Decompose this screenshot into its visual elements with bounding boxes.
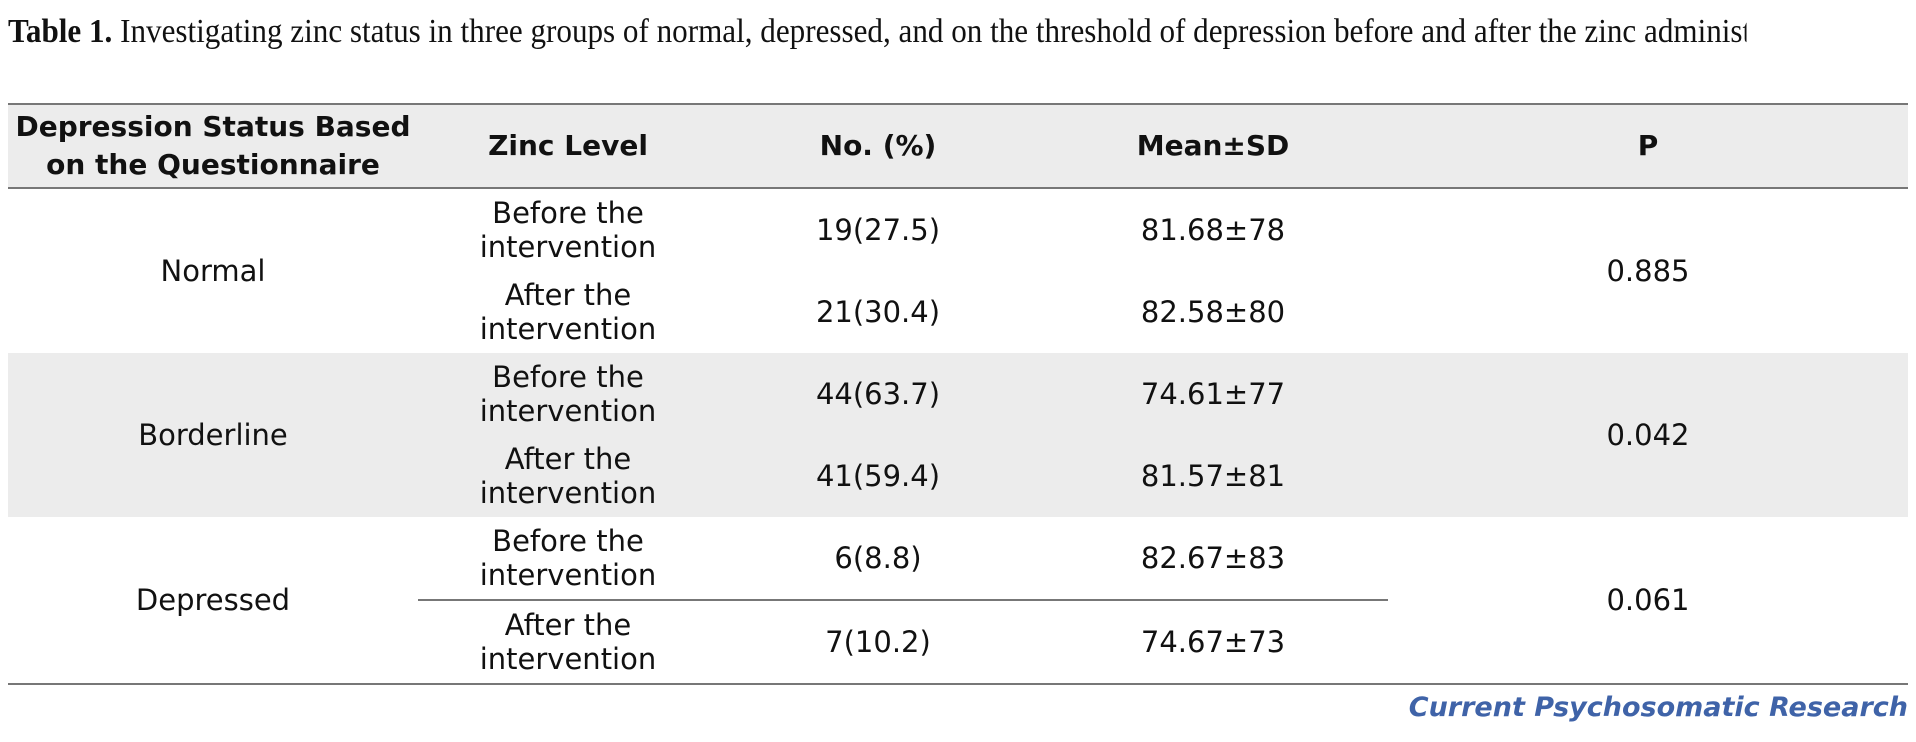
table-header-row: Depression Status Based on the Questionn… xyxy=(8,103,1908,189)
header-p-value: P xyxy=(1388,103,1908,189)
mean-sd-cell: 74.61±77 xyxy=(1038,353,1388,435)
table-row: Borderline Before the intervention 44(63… xyxy=(8,353,1908,517)
number-percent-cell: 7(10.2) xyxy=(718,600,1038,685)
group-status-depressed: Depressed xyxy=(8,517,418,685)
mean-sd-cell: 82.58±80 xyxy=(1140,295,1286,329)
header-mean-sd: Mean±SD xyxy=(1038,103,1388,189)
header-zinc-level: Zinc Level xyxy=(418,103,718,189)
zinc-level-cell: After the intervention xyxy=(418,600,718,685)
p-value-cell: 0.061 xyxy=(1388,517,1908,685)
number-percent-cell: 44(63.7) xyxy=(718,353,1038,435)
table-row: Normal Before the intervention 19(27.5) … xyxy=(8,188,1908,288)
table-row: After the intervention 7(10.2) 74.67±73 xyxy=(8,600,1908,685)
number-percent-cell: 6(8.8) xyxy=(718,517,1038,601)
table-row: Depressed Before the intervention 6(8.8)… xyxy=(8,517,1908,685)
header-number-percent: No. (%) xyxy=(718,103,1038,189)
group-status-normal: Normal xyxy=(160,254,266,288)
journal-name: Current Psychosomatic Research xyxy=(1408,692,1908,723)
header-status-line1: Depression Status Based xyxy=(15,110,411,143)
zinc-level-cell: Before the intervention xyxy=(418,517,718,601)
zinc-level-cell: After the intervention xyxy=(479,278,657,346)
zinc-level-cell: After the intervention xyxy=(418,435,718,517)
mean-sd-cell: 81.68±78 xyxy=(1140,213,1286,247)
caption-label: Table 1. xyxy=(8,13,113,50)
group-status-borderline: Borderline xyxy=(8,353,418,517)
table-caption: Table 1. Investigating zinc status in th… xyxy=(8,8,1747,56)
mean-sd-cell: 81.57±81 xyxy=(1038,435,1388,517)
mean-sd-cell: 82.67±83 xyxy=(1038,517,1388,601)
p-value-cell: 0.042 xyxy=(1388,353,1908,517)
table-row: After the intervention 41(59.4) 81.57±81 xyxy=(8,435,1908,517)
header-status-line2: on the Questionnaire xyxy=(46,148,380,181)
p-value-cell: 0.885 xyxy=(1606,254,1690,288)
zinc-status-table: Depression Status Based on the Questionn… xyxy=(8,103,1908,685)
number-percent-cell: 41(59.4) xyxy=(718,435,1038,517)
caption-text: Investigating zinc status in three group… xyxy=(120,13,1747,50)
header-depression-status: Depression Status Based on the Questionn… xyxy=(8,103,418,189)
number-percent-cell: 21(30.4) xyxy=(815,295,941,329)
mean-sd-cell: 74.67±73 xyxy=(1038,600,1388,685)
table-row: After the intervention 21(30.4) 82.58±80 xyxy=(8,271,1908,353)
zinc-level-cell: Before the intervention xyxy=(418,353,718,435)
zinc-level-cell: Before the intervention xyxy=(479,196,657,264)
number-percent-cell: 19(27.5) xyxy=(815,213,941,247)
